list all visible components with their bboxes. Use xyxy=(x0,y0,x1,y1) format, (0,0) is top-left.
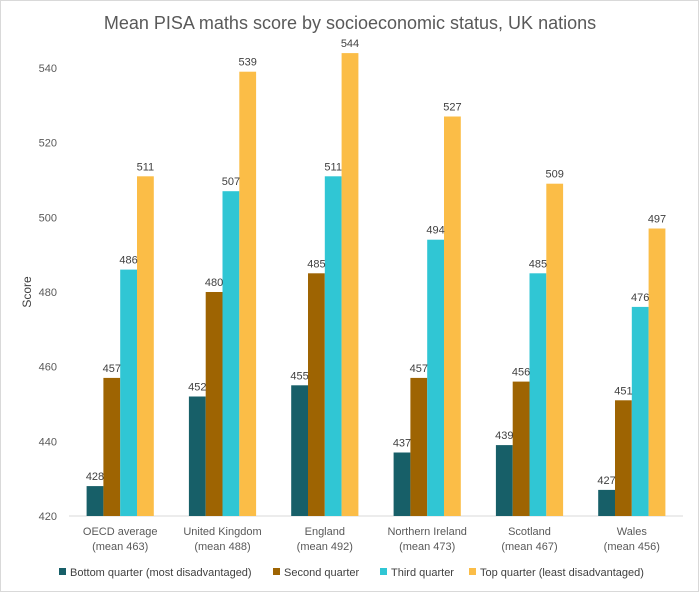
bar xyxy=(291,385,308,516)
bar xyxy=(324,176,342,517)
y-tick-label: 440 xyxy=(39,436,57,448)
bar xyxy=(529,273,547,516)
legend-label: Second quarter xyxy=(284,567,360,579)
bar xyxy=(410,377,428,516)
bar xyxy=(598,489,615,516)
data-label: 480 xyxy=(205,277,223,289)
data-label: 485 xyxy=(529,258,547,270)
bar xyxy=(222,191,240,516)
data-label: 539 xyxy=(239,57,257,69)
legend-item: Bottom quarter (most disadvantaged) xyxy=(59,567,252,579)
bar xyxy=(393,452,411,516)
data-label: 457 xyxy=(103,363,121,375)
data-label: 456 xyxy=(512,367,530,379)
bar xyxy=(86,486,104,516)
bar xyxy=(308,273,325,516)
y-tick-label: 480 xyxy=(39,287,57,299)
legend: Bottom quarter (most disadvantaged) Secon… xyxy=(59,567,644,579)
y-axis: 420 440 460 480 500 520 540 xyxy=(39,63,57,523)
data-label: 485 xyxy=(307,258,325,270)
legend-label: Third quarter xyxy=(391,567,454,579)
bar xyxy=(120,269,137,516)
chart-title: Mean PISA maths score by socioeconomic s… xyxy=(104,13,596,33)
legend-label: Bottom quarter (most disadvantaged) xyxy=(70,567,252,579)
y-tick-label: 460 xyxy=(39,362,57,374)
bars xyxy=(86,53,666,517)
data-label: 544 xyxy=(341,38,359,50)
bar xyxy=(648,228,666,516)
data-label: 486 xyxy=(119,255,137,267)
legend-swatch xyxy=(59,568,66,575)
data-label: 511 xyxy=(324,161,342,173)
data-label: 527 xyxy=(443,102,461,114)
bar xyxy=(444,116,461,516)
data-label: 494 xyxy=(426,225,444,237)
legend-swatch xyxy=(469,568,476,575)
legend-item: Second quarter xyxy=(273,567,360,579)
bar xyxy=(239,71,257,516)
category-label: Scotland (mean 467) xyxy=(501,526,557,553)
y-axis-label: Score xyxy=(20,276,34,308)
bar xyxy=(137,176,154,517)
data-label: 439 xyxy=(495,430,513,442)
data-label: 457 xyxy=(410,363,428,375)
category-label: United Kingdom (mean 488) xyxy=(183,526,261,553)
bar xyxy=(427,239,444,516)
legend-item: Top quarter (least disadvantaged) xyxy=(469,567,644,579)
bar xyxy=(546,183,564,516)
data-label: 507 xyxy=(222,176,240,188)
category-label: England (mean 492) xyxy=(297,526,353,553)
data-label: 455 xyxy=(290,370,308,382)
category-label: Wales (mean 456) xyxy=(604,526,660,553)
y-tick-label: 420 xyxy=(39,511,57,523)
data-label: 497 xyxy=(648,214,666,226)
data-label: 476 xyxy=(631,292,649,304)
y-tick-label: 540 xyxy=(39,63,57,75)
bar xyxy=(512,381,530,516)
y-tick-label: 500 xyxy=(39,212,57,224)
bar xyxy=(188,396,206,516)
data-label: 452 xyxy=(188,382,206,394)
category-label: Northern Ireland (mean 473) xyxy=(387,526,467,553)
bar xyxy=(103,377,121,516)
bar xyxy=(495,445,513,516)
data-labels: 428 457 486 511 452 480 507 539 455 485 511 544 437 4… xyxy=(86,38,666,487)
data-label: 511 xyxy=(137,161,155,173)
x-axis: OECD average (mean 463) United Kingdom (mea… xyxy=(83,526,660,553)
bar xyxy=(341,53,359,516)
data-label: 428 xyxy=(86,471,104,483)
legend-swatch xyxy=(380,568,387,575)
legend-swatch xyxy=(273,568,280,575)
y-tick-label: 520 xyxy=(39,138,57,150)
data-label: 451 xyxy=(614,385,632,397)
bar xyxy=(205,292,223,516)
legend-item: Third quarter xyxy=(380,567,454,579)
bar xyxy=(631,306,649,516)
category-label: OECD average (mean 463) xyxy=(83,526,158,553)
bar xyxy=(615,400,632,516)
data-label: 437 xyxy=(393,438,411,450)
legend-label: Top quarter (least disadvantaged) xyxy=(480,567,644,579)
data-label: 509 xyxy=(546,169,564,181)
data-label: 427 xyxy=(597,475,615,487)
